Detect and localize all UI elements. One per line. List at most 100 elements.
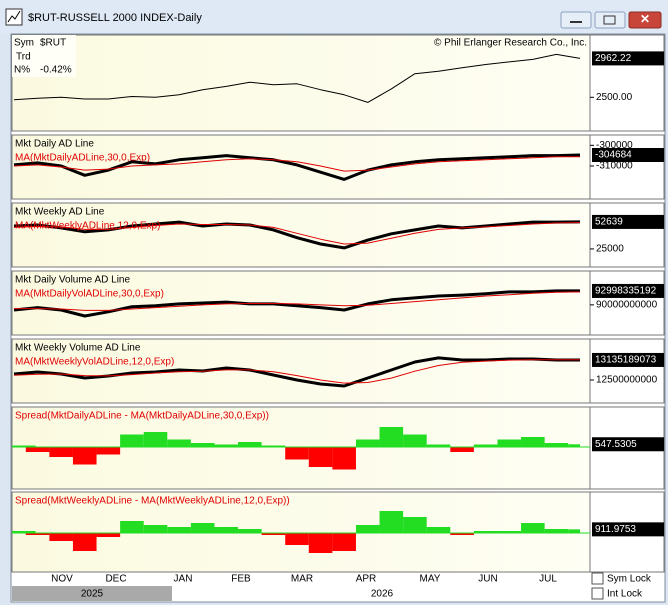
histogram-bar: [379, 427, 404, 447]
histogram-bar: [426, 527, 451, 533]
series-line: [13, 222, 581, 245]
histogram-bar: [332, 447, 356, 470]
close-glyph: ✕: [640, 12, 650, 26]
series-label: MA(MktDailyADLine,30,0,Exp): [15, 153, 150, 164]
close-button[interactable]: [628, 11, 662, 29]
last-value-box: [592, 352, 664, 367]
checkbox[interactable]: [591, 587, 604, 600]
year-scroll[interactable]: [12, 586, 172, 601]
pane-axis: [589, 270, 665, 336]
series-label: Mkt Daily AD Line: [15, 139, 94, 150]
last-value-label: -304684: [595, 150, 632, 161]
x-tick-label: JAN: [174, 574, 193, 585]
year-label: 2025: [81, 589, 104, 600]
histogram-bar: [49, 533, 73, 541]
title-bar: [0, 0, 668, 34]
series-label: Mkt Weekly AD Line: [15, 207, 105, 218]
x-tick-label: DEC: [105, 574, 126, 585]
series-label: Mkt Weekly Volume AD Line: [15, 343, 141, 354]
info-text: $RUT: [40, 38, 66, 49]
last-value-box: [592, 51, 664, 66]
last-value-box: [592, 147, 664, 162]
series-line: [13, 289, 580, 318]
x-tick-label: MAR: [291, 574, 313, 585]
checkbox[interactable]: [591, 572, 604, 585]
last-value-box: [592, 437, 664, 452]
histogram-bar: [568, 444, 580, 447]
last-value-label: 52639: [595, 217, 623, 228]
x-tick-label: APR: [356, 574, 377, 585]
y-tick-label: -300000: [596, 140, 633, 151]
histogram-bar: [167, 527, 191, 533]
histogram-bar: [355, 525, 380, 533]
info-text: Trd: [16, 52, 31, 63]
y-tick-label: 2500.00: [596, 92, 633, 103]
checkbox-label: Int Lock: [607, 589, 643, 600]
maximize-button[interactable]: [594, 11, 626, 29]
histogram-bar: [379, 511, 404, 533]
histogram-bar: [72, 447, 97, 465]
histogram-bar: [96, 533, 121, 537]
copyright: © Phil Erlanger Research Co., Inc.: [434, 38, 587, 49]
series-label: Spread(MktDailyADLine - MA(MktDailyADLin…: [15, 411, 269, 422]
x-tick-label: MAY: [420, 574, 441, 585]
info-box: [12, 35, 76, 77]
histogram-bar: [143, 432, 168, 447]
histogram-bar: [497, 531, 522, 533]
histogram-bar: [190, 523, 215, 533]
histogram-bar: [544, 529, 569, 533]
pane-axis: [589, 34, 665, 132]
histogram-bar: [332, 533, 356, 551]
series-label: Spread(MktWeeklyADLine - MA(MktWeeklyADL…: [15, 496, 290, 507]
histogram-bar: [25, 533, 50, 535]
histogram-bar: [497, 439, 522, 447]
histogram-bar: [12, 531, 36, 533]
x-tick-label: FEB: [231, 574, 251, 585]
app-icon: [5, 8, 23, 26]
histogram-bar: [143, 525, 168, 533]
minimize-button[interactable]: [560, 11, 592, 29]
pane-plot: [11, 338, 591, 404]
pane-axis: [589, 202, 665, 268]
histogram-bar: [521, 523, 545, 533]
histogram-bar: [214, 527, 239, 533]
maximize-glyph: [603, 15, 616, 25]
histogram-bar: [190, 443, 215, 447]
series-line: [13, 156, 580, 172]
window-title: $RUT-RUSSELL 2000 INDEX-Daily: [28, 12, 202, 24]
histogram-bar: [238, 442, 262, 447]
pane-plot: [11, 34, 591, 132]
histogram-bar: [308, 447, 333, 467]
last-value-label: 92998335192: [595, 286, 657, 297]
histogram-bar: [403, 517, 427, 533]
series-line: [13, 359, 580, 384]
x-tick-label: NOV: [51, 574, 73, 585]
app-icon-glyph: [7, 10, 21, 23]
last-value-label: 13135189073: [595, 355, 657, 366]
y-tick-label: 25000: [596, 244, 624, 255]
pane-axis: [589, 338, 665, 404]
pane-plot: [11, 270, 591, 336]
histogram-bar: [25, 447, 50, 452]
histogram-bar: [12, 445, 36, 447]
info-text: N%: [14, 65, 30, 76]
histogram-bar: [308, 533, 333, 553]
histogram-bar: [120, 521, 144, 533]
histogram-bar: [544, 443, 569, 447]
last-value-box: [592, 214, 664, 229]
series-line: [13, 53, 581, 103]
histogram-bar: [214, 444, 239, 447]
histogram-bar: [167, 439, 191, 447]
histogram-bar: [238, 529, 262, 533]
histogram-bar: [568, 529, 580, 533]
histogram-bar: [473, 531, 498, 533]
pane-plot: [11, 202, 591, 268]
x-tick-label: JUL: [539, 574, 557, 585]
histogram-bar: [403, 434, 427, 447]
series-label: MA(MktWeeklyADLine,12,0,Exp): [15, 221, 160, 232]
last-value-box: [592, 522, 664, 537]
series-label: MA(MktWeeklyVolADLine,12,0,Exp): [15, 357, 174, 368]
histogram-bar: [285, 447, 309, 460]
x-tick-label: JUN: [478, 574, 497, 585]
series-line: [13, 153, 581, 181]
